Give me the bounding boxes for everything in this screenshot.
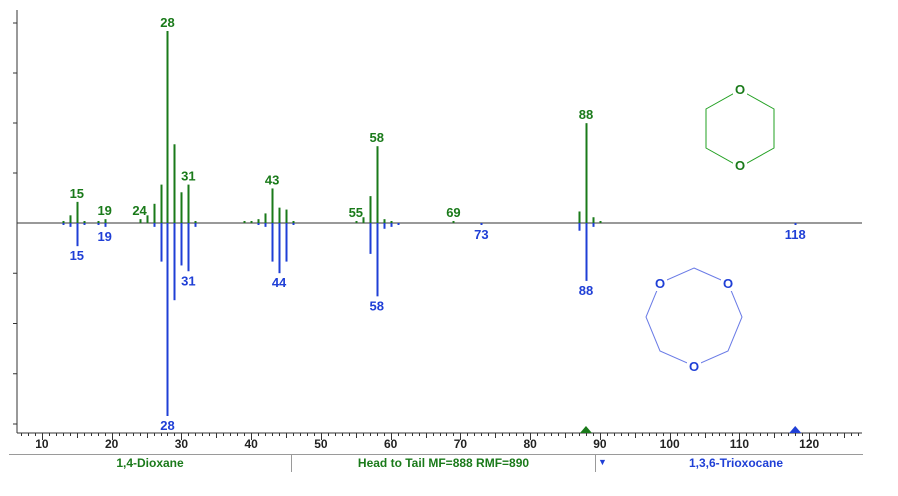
- x-tick-label-30: 30: [175, 437, 189, 451]
- peak-label-up-24: 24: [132, 203, 147, 218]
- peak-label-up-19: 19: [97, 203, 111, 218]
- top-spectrum-peaks: [62, 31, 602, 223]
- peak-label-up-55: 55: [349, 205, 363, 220]
- marker-triangle-icon[interactable]: [789, 426, 802, 433]
- peak-label-down-73: 73: [474, 227, 488, 242]
- x-tick-label-90: 90: [593, 437, 607, 451]
- match-factor-text: Head to Tail MF=888 RMF=890: [292, 455, 596, 472]
- x-tick-label-100: 100: [660, 437, 680, 451]
- library-compound-name: 1,4-Dioxane: [9, 455, 292, 472]
- dioxane-ring: [705, 89, 775, 168]
- x-tick-label-10: 10: [35, 437, 49, 451]
- x-tick-label-110: 110: [730, 437, 750, 451]
- peak-label-down-15: 15: [70, 248, 84, 263]
- status-bar: 1,4-Dioxane Head to Tail MF=888 RMF=890 …: [9, 454, 863, 472]
- peak-label-up-88: 88: [579, 107, 593, 122]
- peak-label-up-28: 28: [160, 15, 174, 30]
- trioxocane-structure: O O O: [645, 267, 743, 374]
- peak-label-down-44: 44: [272, 275, 287, 290]
- peak-label-down-19: 19: [97, 229, 111, 244]
- dioxane-structure: O O: [705, 82, 775, 173]
- peak-label-up-15: 15: [70, 186, 84, 201]
- x-tick-label-80: 80: [523, 437, 537, 451]
- x-tick-label-40: 40: [244, 437, 258, 451]
- x-tick-label-60: 60: [384, 437, 398, 451]
- trioxocane-atom-o3: O: [689, 359, 699, 374]
- x-tick-label-70: 70: [454, 437, 468, 451]
- peak-label-down-28: 28: [160, 418, 174, 433]
- trioxocane-atom-o1: O: [655, 276, 665, 291]
- marker-triangle-icon[interactable]: [579, 426, 592, 433]
- x-tick-label-20: 20: [105, 437, 119, 451]
- unknown-compound-name: 1,3,6-Trioxocane: [688, 456, 784, 470]
- peak-label-up-31: 31: [181, 169, 195, 184]
- peak-label-up-43: 43: [265, 172, 279, 187]
- dioxane-atom-o2: O: [735, 158, 745, 173]
- peak-label-down-31: 31: [181, 273, 195, 288]
- plot-frame: [13, 10, 862, 434]
- dropdown-arrow-icon[interactable]: ▼: [598, 457, 607, 467]
- x-tick-label-50: 50: [314, 437, 328, 451]
- peak-label-down-88: 88: [579, 283, 593, 298]
- x-axis: 10 20 30 40 50 60 70 80 90 100 110 120: [21, 433, 859, 451]
- trioxocane-atom-o2: O: [723, 276, 733, 291]
- peak-label-down-118: 118: [785, 227, 806, 242]
- peak-labels: 15 19 24 28 31 43 55 58 69 88 15 19 28 31 44 58 73 88 118: [70, 15, 806, 433]
- bottom-spectrum-peaks: [62, 223, 797, 416]
- search-markers: [579, 426, 802, 433]
- peak-label-up-58: 58: [369, 130, 383, 145]
- peak-label-up-69: 69: [446, 205, 460, 220]
- dioxane-atom-o1: O: [735, 82, 745, 97]
- x-tick-label-120: 120: [799, 437, 819, 451]
- peak-label-down-58: 58: [369, 298, 383, 313]
